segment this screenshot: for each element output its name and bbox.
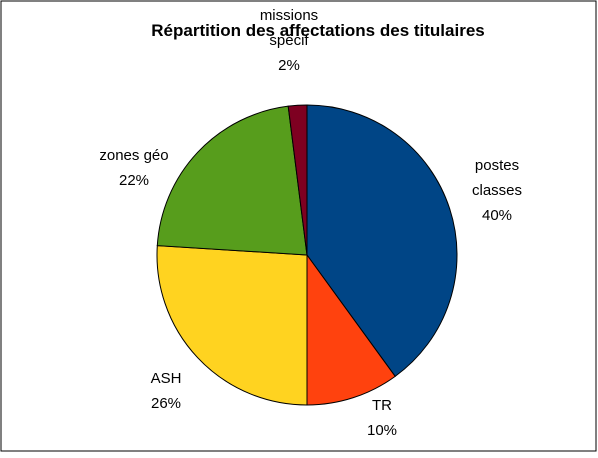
pie-slice — [156, 105, 308, 256]
pie — [156, 104, 458, 406]
labels: postes classes 40% TR 10% ASH 26% zones géo 22% m… — [99, 7, 522, 439]
chart-title: Répartition des affectations des titulai… — [151, 21, 484, 40]
pie-slice — [287, 104, 308, 256]
slice-label: postes classes — [472, 157, 522, 199]
pie-slice — [306, 253, 396, 406]
slice-value-label: 40% — [482, 207, 512, 224]
slice-label: TR — [372, 397, 392, 414]
slice-label: ASH — [151, 370, 182, 387]
slice-value-label: 10% — [367, 422, 397, 439]
slice-value-label: 22% — [119, 172, 149, 189]
slice-label: zones géo — [99, 147, 168, 164]
slice-label: missions spécif — [260, 7, 318, 49]
slice-value-label: 26% — [151, 395, 181, 412]
pie-slice — [306, 104, 458, 378]
pie-slice — [156, 245, 308, 406]
slice-value-label: 2% — [278, 57, 300, 74]
